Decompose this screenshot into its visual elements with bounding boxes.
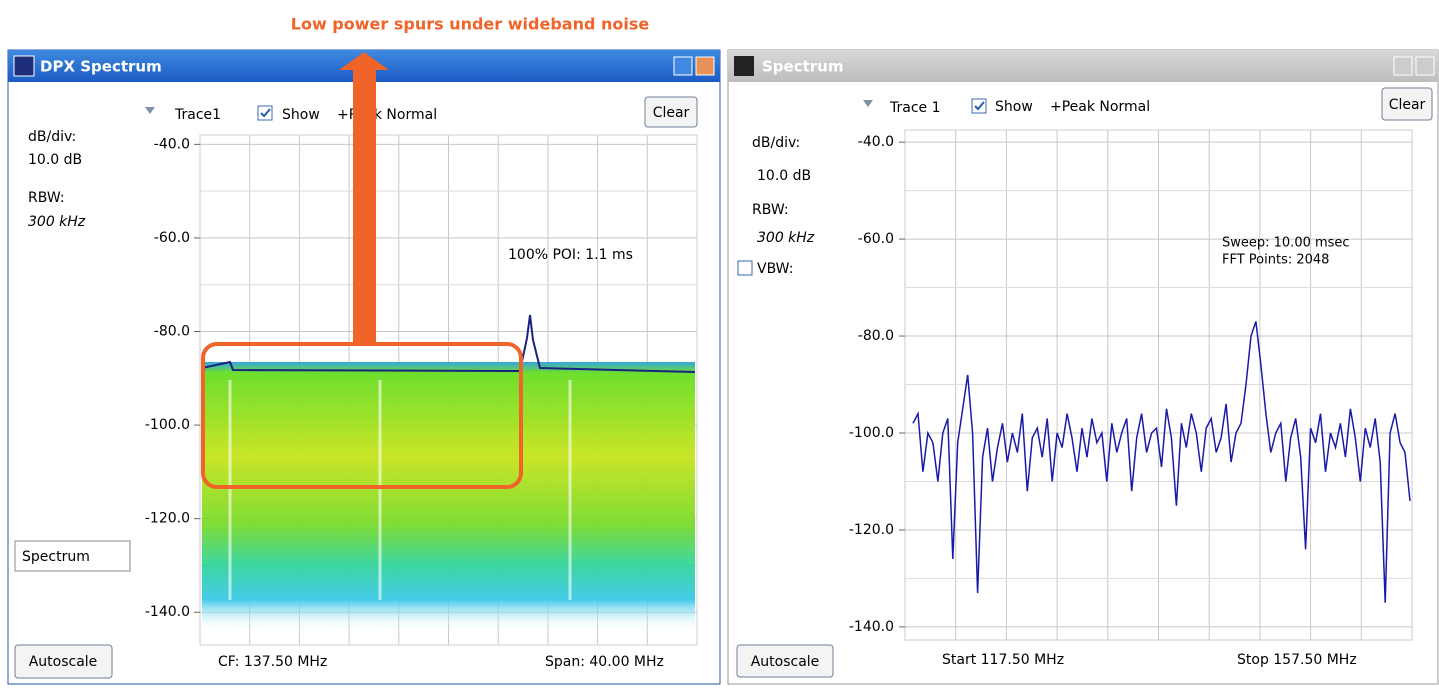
clear-label: Clear: [653, 105, 690, 121]
mode-select[interactable]: [14, 540, 131, 572]
check: [974, 101, 985, 111]
annotation: Low power spurs under wideband noise: [291, 15, 650, 34]
detector: +Peak Normal: [337, 107, 437, 123]
clear-label: Clear: [1389, 97, 1426, 113]
y-tick-label: -100.0: [849, 425, 894, 441]
y-tick-label: -40.0: [154, 136, 190, 152]
span: Span: 40.00 MHz: [545, 654, 664, 670]
show-checkbox[interactable]: [971, 98, 987, 114]
y-tick-label: -100.0: [145, 417, 190, 433]
setting-value: 10.0 dB: [757, 168, 811, 184]
clear-button[interactable]: [644, 96, 698, 128]
y-tick-label: -40.0: [858, 134, 894, 150]
icon: [734, 56, 754, 76]
autoscale-button[interactable]: [736, 644, 834, 678]
setting-label: dB/div:: [28, 129, 76, 145]
setting-value: 300 kHz: [28, 214, 86, 230]
window-title: DPX Spectrum: [40, 58, 162, 76]
show-checkbox[interactable]: [257, 105, 273, 121]
setting-label: dB/div:: [752, 135, 800, 151]
highlight-arrow: [339, 52, 389, 342]
poi-readout: 100% POI: 1.1 ms: [508, 247, 633, 263]
check: [260, 108, 271, 118]
spectrum-window: Spectrum Trace 1 Show +Peak Normal Clear…: [727, 49, 1439, 685]
close-button[interactable]: [1415, 56, 1435, 76]
window-title: Spectrum: [762, 58, 843, 76]
center-frequency: CF: 137.50 MHz: [218, 654, 327, 670]
y-tick-label: -140.0: [145, 604, 190, 620]
y-tick-label: -60.0: [154, 230, 190, 246]
dropdown-arrow[interactable]: [863, 100, 873, 107]
fft-readout: FFT Points: 2048: [1222, 253, 1329, 268]
show-label: Show: [995, 99, 1033, 115]
y-tick-label: -120.0: [849, 522, 894, 538]
y-tick-label: -140.0: [849, 619, 894, 635]
icon: [13, 55, 35, 77]
close-button[interactable]: [695, 56, 715, 76]
setting-value: 10.0 dB: [28, 152, 82, 168]
dpx-window: DPX Spectrum Trace1 Show +Peak Normal Cl…: [7, 49, 721, 685]
highlight-box: [201, 342, 523, 489]
sweep-readout: Sweep: 10.00 msec: [1222, 236, 1350, 251]
trace-name: Trace1: [174, 107, 221, 123]
setting-label: RBW:: [28, 190, 65, 206]
mode-label: Spectrum: [22, 549, 90, 565]
setting-value: 300 kHz: [757, 230, 815, 246]
y-tick-label: -120.0: [145, 511, 190, 527]
setting-label: RBW:: [752, 202, 789, 218]
restore-button[interactable]: [1393, 56, 1413, 76]
clear-button[interactable]: [1381, 87, 1433, 121]
y-tick-label: -80.0: [154, 324, 190, 340]
vbw-label: VBW:: [757, 261, 793, 277]
start-frequency: Start 117.50 MHz: [942, 652, 1064, 668]
y-tick-label: -60.0: [858, 231, 894, 247]
show-label: Show: [282, 107, 320, 123]
stop-frequency: Stop 157.50 MHz: [1237, 652, 1357, 668]
dpx-max-trace: [201, 314, 696, 373]
autoscale-label: Autoscale: [751, 654, 820, 670]
spectrum-trace: [912, 321, 1411, 603]
dpx-density: [202, 362, 695, 632]
autoscale-button[interactable]: [14, 644, 113, 679]
title-bar: [728, 50, 1438, 82]
vbw-checkbox[interactable]: [737, 260, 753, 276]
detector: +Peak Normal: [1050, 99, 1150, 115]
restore-button[interactable]: [673, 56, 693, 76]
dropdown-arrow[interactable]: [145, 107, 155, 114]
y-tick-label: -80.0: [858, 328, 894, 344]
trace-name: Trace 1: [889, 100, 941, 116]
autoscale-label: Autoscale: [29, 654, 98, 670]
